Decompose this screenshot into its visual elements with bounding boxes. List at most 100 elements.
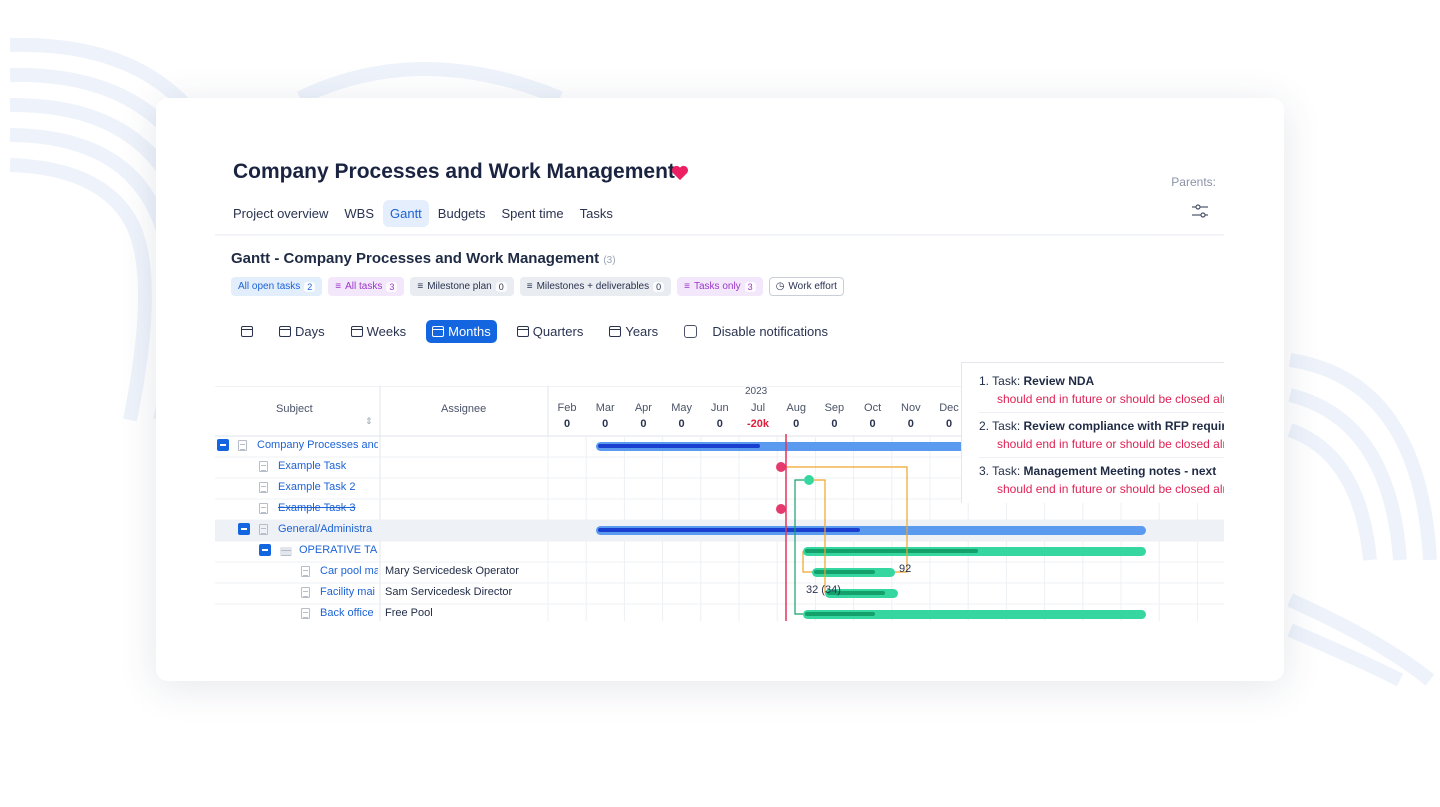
- row-assignee: Free Pool: [385, 607, 433, 619]
- row-subject-link[interactable]: General/Administra: [278, 523, 373, 535]
- task-bar-progress: [805, 549, 978, 553]
- filter-work-effort[interactable]: ◷ Work effort: [768, 277, 844, 296]
- calendar-icon: [432, 326, 445, 337]
- notification-warning: should end in future or should be closed…: [997, 437, 1224, 451]
- month-value: -20k: [746, 418, 770, 430]
- month-value: 0: [907, 418, 914, 430]
- milestone-icon: ≡: [526, 281, 533, 292]
- notification-popover: 1. Task: Review NDA should end in future…: [961, 362, 1224, 503]
- notification-title: 1. Task: Review NDA: [979, 374, 1224, 388]
- dependency-line: [814, 479, 826, 593]
- favorite-heart-icon[interactable]: [671, 165, 689, 181]
- tab-project-overview[interactable]: Project overview: [233, 206, 329, 221]
- parents-label: Parents:: [1171, 175, 1216, 189]
- table-row[interactable]: General/Administra: [215, 520, 1224, 541]
- row-subject-link[interactable]: Facility mai: [320, 586, 376, 598]
- zoom-quarters[interactable]: Quarters: [511, 320, 590, 343]
- filter-milestone-plan[interactable]: ≡ Milestone plan 0: [410, 277, 514, 296]
- table-row[interactable]: Example Task 3: [215, 499, 1224, 520]
- tab-tasks[interactable]: Tasks: [579, 206, 613, 221]
- calendar-button[interactable]: [235, 322, 259, 341]
- month-label: Mar: [595, 402, 615, 414]
- filter-milestones-deliverables[interactable]: ≡ Milestones + deliverables 0: [519, 277, 672, 296]
- month-label: Jul: [750, 402, 766, 414]
- task-bar-progress: [814, 570, 875, 574]
- filter-tasks-only[interactable]: ≡ Tasks only 3: [677, 277, 763, 296]
- column-header-subject[interactable]: Subject: [276, 403, 313, 415]
- filter-chips: All open tasks 2 ≡ All tasks 3 ≡ Milesto…: [231, 277, 844, 296]
- collapse-toggle-icon[interactable]: [259, 544, 271, 556]
- collapse-toggle-icon[interactable]: [238, 523, 250, 535]
- month-label: Dec: [939, 402, 959, 414]
- milestone-icon: ≡: [417, 281, 424, 292]
- sort-icon[interactable]: ⇕: [365, 416, 373, 426]
- table-row[interactable]: Example Task: [215, 457, 1224, 478]
- filter-label: All open tasks: [238, 281, 301, 292]
- disable-notifications-label: Disable notifications: [712, 324, 828, 339]
- table-row[interactable]: Company Processes and: [215, 436, 1224, 457]
- zoom-years[interactable]: Years: [603, 320, 664, 343]
- row-subject-link[interactable]: Example Task 3: [278, 502, 356, 514]
- zoom-label: Weeks: [366, 324, 407, 339]
- notification-prefix: Task:: [992, 374, 1021, 388]
- filter-all-tasks[interactable]: ≡ All tasks 3: [328, 277, 405, 296]
- checkbox[interactable]: [684, 325, 698, 338]
- project-card: Company Processes and Work Management Pa…: [156, 98, 1284, 681]
- column-header-assignee[interactable]: Assignee: [441, 403, 487, 415]
- calendar-icon: [279, 326, 291, 337]
- notification-item[interactable]: 2. Task: Review compliance with RFP requ…: [979, 419, 1224, 451]
- table-row[interactable]: Example Task 2: [215, 478, 1224, 499]
- collapse-toggle-icon[interactable]: [217, 439, 229, 451]
- bar-label: 32 (34): [806, 584, 841, 596]
- task-icon: [259, 482, 268, 493]
- row-subject-link[interactable]: Company Processes and: [257, 439, 378, 451]
- settings-sliders-icon[interactable]: [1191, 202, 1209, 220]
- task-icon: [301, 608, 310, 619]
- tab-gantt[interactable]: Gantt: [383, 200, 429, 227]
- notification-title: 2. Task: Review compliance with RFP requ…: [979, 419, 1224, 433]
- month-label: Nov: [901, 402, 921, 414]
- notification-task-name: Review compliance with RFP requirements: [1023, 419, 1225, 433]
- disable-notifications-toggle[interactable]: Disable notifications: [678, 320, 834, 343]
- zoom-months[interactable]: Months: [426, 320, 497, 343]
- dependency-line: [802, 551, 812, 573]
- project-icon: [238, 440, 247, 451]
- task-icon: [301, 566, 310, 577]
- milestone-dot: [776, 504, 786, 514]
- month-label: May: [671, 402, 692, 414]
- task-bar-progress: [827, 591, 885, 595]
- notification-number: 3.: [979, 464, 990, 478]
- notification-task-name: Management Meeting notes - next: [1023, 464, 1217, 478]
- notification-item[interactable]: 3. Task: Management Meeting notes - next…: [979, 464, 1224, 496]
- tab-wbs[interactable]: WBS: [344, 206, 374, 221]
- filter-count: 3: [386, 281, 398, 292]
- notification-number: 1.: [979, 374, 990, 388]
- row-subject-link[interactable]: Example Task 2: [278, 481, 356, 493]
- table-row[interactable]: Facility mai Sam Servicedesk Director: [215, 583, 1224, 604]
- zoom-days[interactable]: Days: [273, 320, 331, 343]
- filter-all-open-tasks[interactable]: All open tasks 2: [231, 277, 323, 296]
- notification-item[interactable]: 1. Task: Review NDA should end in future…: [979, 374, 1224, 406]
- gantt-title: Gantt - Company Processes and Work Manag…: [231, 250, 616, 267]
- list-icon: ≡: [335, 281, 342, 292]
- table-row[interactable]: OPERATIVE TAS: [215, 541, 1224, 562]
- page-title: Company Processes and Work Management: [233, 160, 675, 183]
- month-label: Aug: [786, 402, 806, 414]
- row-subject-link[interactable]: Example Task: [278, 460, 347, 472]
- zoom-weeks[interactable]: Weeks: [345, 320, 413, 343]
- filter-count: 2: [304, 281, 316, 292]
- list-icon: ≡: [684, 281, 690, 292]
- table-row[interactable]: Car pool ma Mary Servicedesk Operator: [215, 562, 1224, 583]
- table-row[interactable]: Back office Free Pool: [215, 604, 1224, 621]
- folder-icon: [280, 547, 292, 556]
- zoom-controls: Days Weeks Months Quarters Years Disable…: [235, 320, 834, 343]
- task-icon: [301, 587, 310, 598]
- row-subject-link[interactable]: Back office: [320, 607, 374, 619]
- notification-title: 3. Task: Management Meeting notes - next: [979, 464, 1224, 478]
- row-subject-link[interactable]: Car pool ma: [320, 565, 378, 577]
- row-subject-link[interactable]: OPERATIVE TAS: [299, 544, 378, 556]
- tab-spent-time[interactable]: Spent time: [501, 206, 564, 221]
- tab-budgets[interactable]: Budgets: [437, 206, 486, 221]
- month-value: 0: [716, 418, 723, 430]
- zoom-label: Years: [625, 324, 659, 339]
